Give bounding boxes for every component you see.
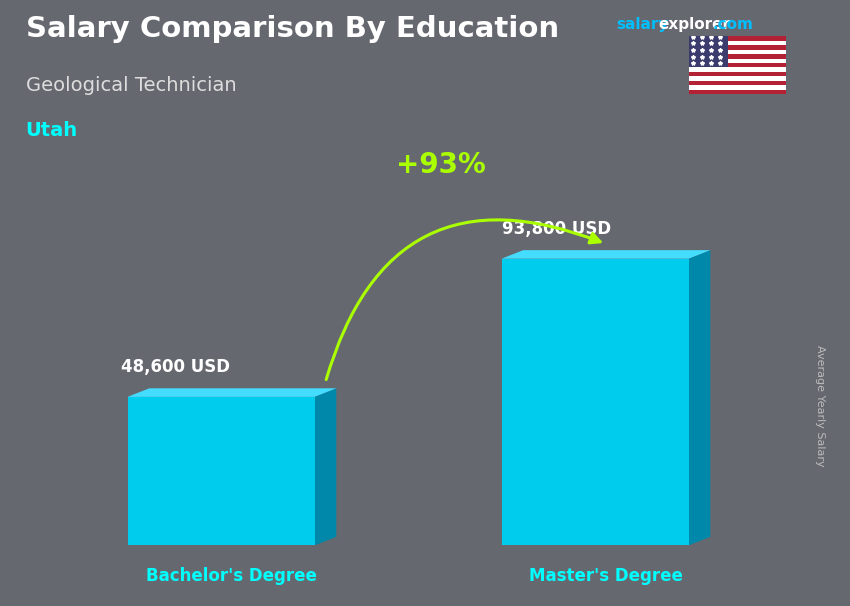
Bar xyxy=(688,76,786,81)
Bar xyxy=(688,36,728,67)
Text: Bachelor's Degree: Bachelor's Degree xyxy=(146,567,317,585)
Text: .com: .com xyxy=(712,17,753,32)
Bar xyxy=(688,67,786,72)
Bar xyxy=(688,50,786,54)
Text: Master's Degree: Master's Degree xyxy=(529,567,683,585)
Polygon shape xyxy=(314,388,337,545)
Bar xyxy=(688,90,786,94)
Polygon shape xyxy=(128,397,314,545)
Text: explorer: explorer xyxy=(659,17,731,32)
Polygon shape xyxy=(502,259,689,545)
Text: Utah: Utah xyxy=(26,121,77,140)
Bar xyxy=(688,85,786,90)
Bar xyxy=(688,36,786,41)
Polygon shape xyxy=(128,388,337,397)
Bar xyxy=(688,54,786,59)
Text: Geological Technician: Geological Technician xyxy=(26,76,236,95)
Polygon shape xyxy=(688,250,711,545)
Bar xyxy=(688,63,786,67)
Bar xyxy=(688,59,786,63)
Text: Salary Comparison By Education: Salary Comparison By Education xyxy=(26,15,558,43)
Text: 48,600 USD: 48,600 USD xyxy=(122,358,230,376)
Text: Average Yearly Salary: Average Yearly Salary xyxy=(815,345,825,467)
Bar xyxy=(688,72,786,76)
Polygon shape xyxy=(502,250,711,259)
Bar xyxy=(688,45,786,50)
Bar xyxy=(688,41,786,45)
Bar xyxy=(688,81,786,85)
Text: salary: salary xyxy=(616,17,669,32)
Text: 93,800 USD: 93,800 USD xyxy=(502,220,610,238)
Text: +93%: +93% xyxy=(396,150,485,179)
